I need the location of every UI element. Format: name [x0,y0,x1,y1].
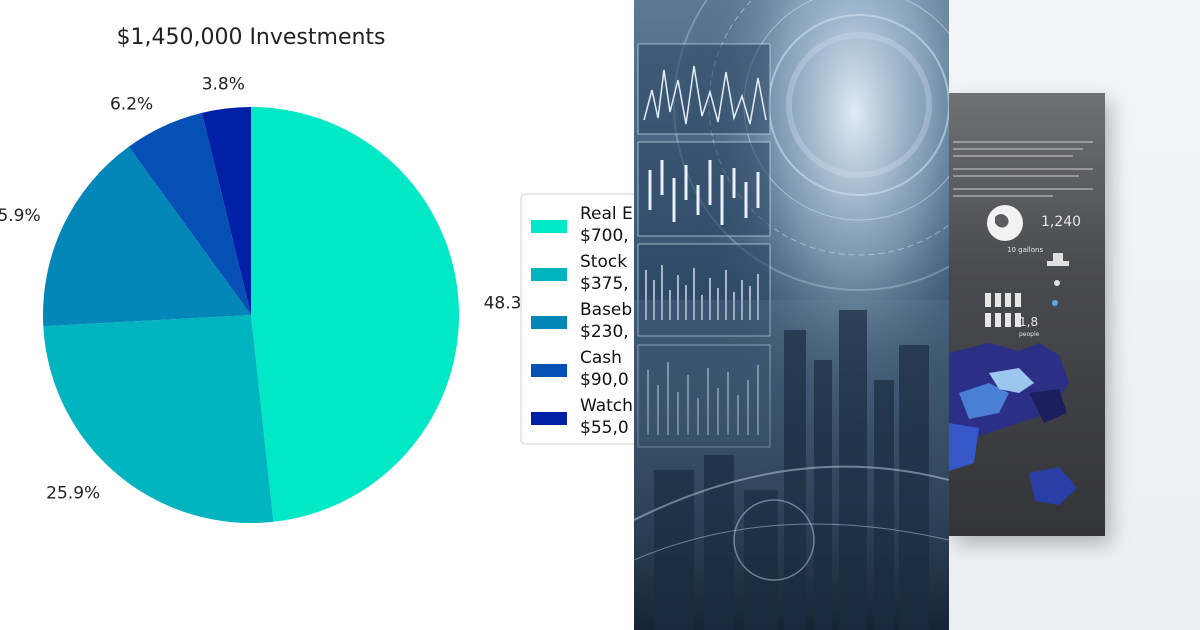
legend-swatch-4 [531,364,567,377]
chart-title: $1,450,000 Investments [116,25,385,50]
pie-percent-label-2: 25.9% [46,484,100,504]
poster-people-number: 1,8 [1019,315,1039,329]
pie-percent-label-3: 15.9% [0,206,41,226]
legend-frame [520,193,634,445]
pie-slice-1 [251,107,460,522]
legend-label-2: Stock [580,252,627,272]
legend-swatch-2 [531,268,567,281]
legend-value-1: $700, [580,226,629,246]
legend-value-4: $90,0 [580,370,629,390]
legend-value-5: $55,0 [580,418,629,438]
pie-slice-4 [128,112,251,315]
infographic-poster: 1,240 10 gallons 1,8 people [949,93,1105,536]
pie-slice-2 [43,315,274,523]
poster-graphics [949,141,1093,505]
tech-photo-graphic [634,0,949,630]
legend-value-2: $375, [580,274,629,294]
pie-percent-label-5: 3.8% [202,75,245,95]
pie-slice-5 [201,107,251,315]
infographic-photo: 1,240 10 gallons 1,8 people [949,0,1200,630]
legend-label-4: Cash [580,348,622,368]
pie-chart: $1,450,000 Investments 48.3%25.9%15.9%6.… [0,25,634,523]
legend-label-3: Baseb [580,300,632,320]
poster-people-label: people [1019,331,1040,338]
legend-label-1: Real E [580,204,633,224]
technology-photo [634,0,949,630]
legend-label-5: Watch [580,396,633,416]
legend-value-3: $230, [580,322,629,342]
legend-swatch-1 [531,220,567,233]
poster-big-number: 1,240 [1041,214,1082,230]
pie-percent-label-4: 6.2% [110,95,153,115]
poster-gallons-label: 10 gallons [1007,246,1044,254]
pie-slice-3 [43,146,252,327]
pie-chart-panel: $1,450,000 Investments 48.3%25.9%15.9%6.… [0,25,634,523]
legend-swatch-3 [531,316,567,329]
legend-swatch-5 [531,412,567,425]
